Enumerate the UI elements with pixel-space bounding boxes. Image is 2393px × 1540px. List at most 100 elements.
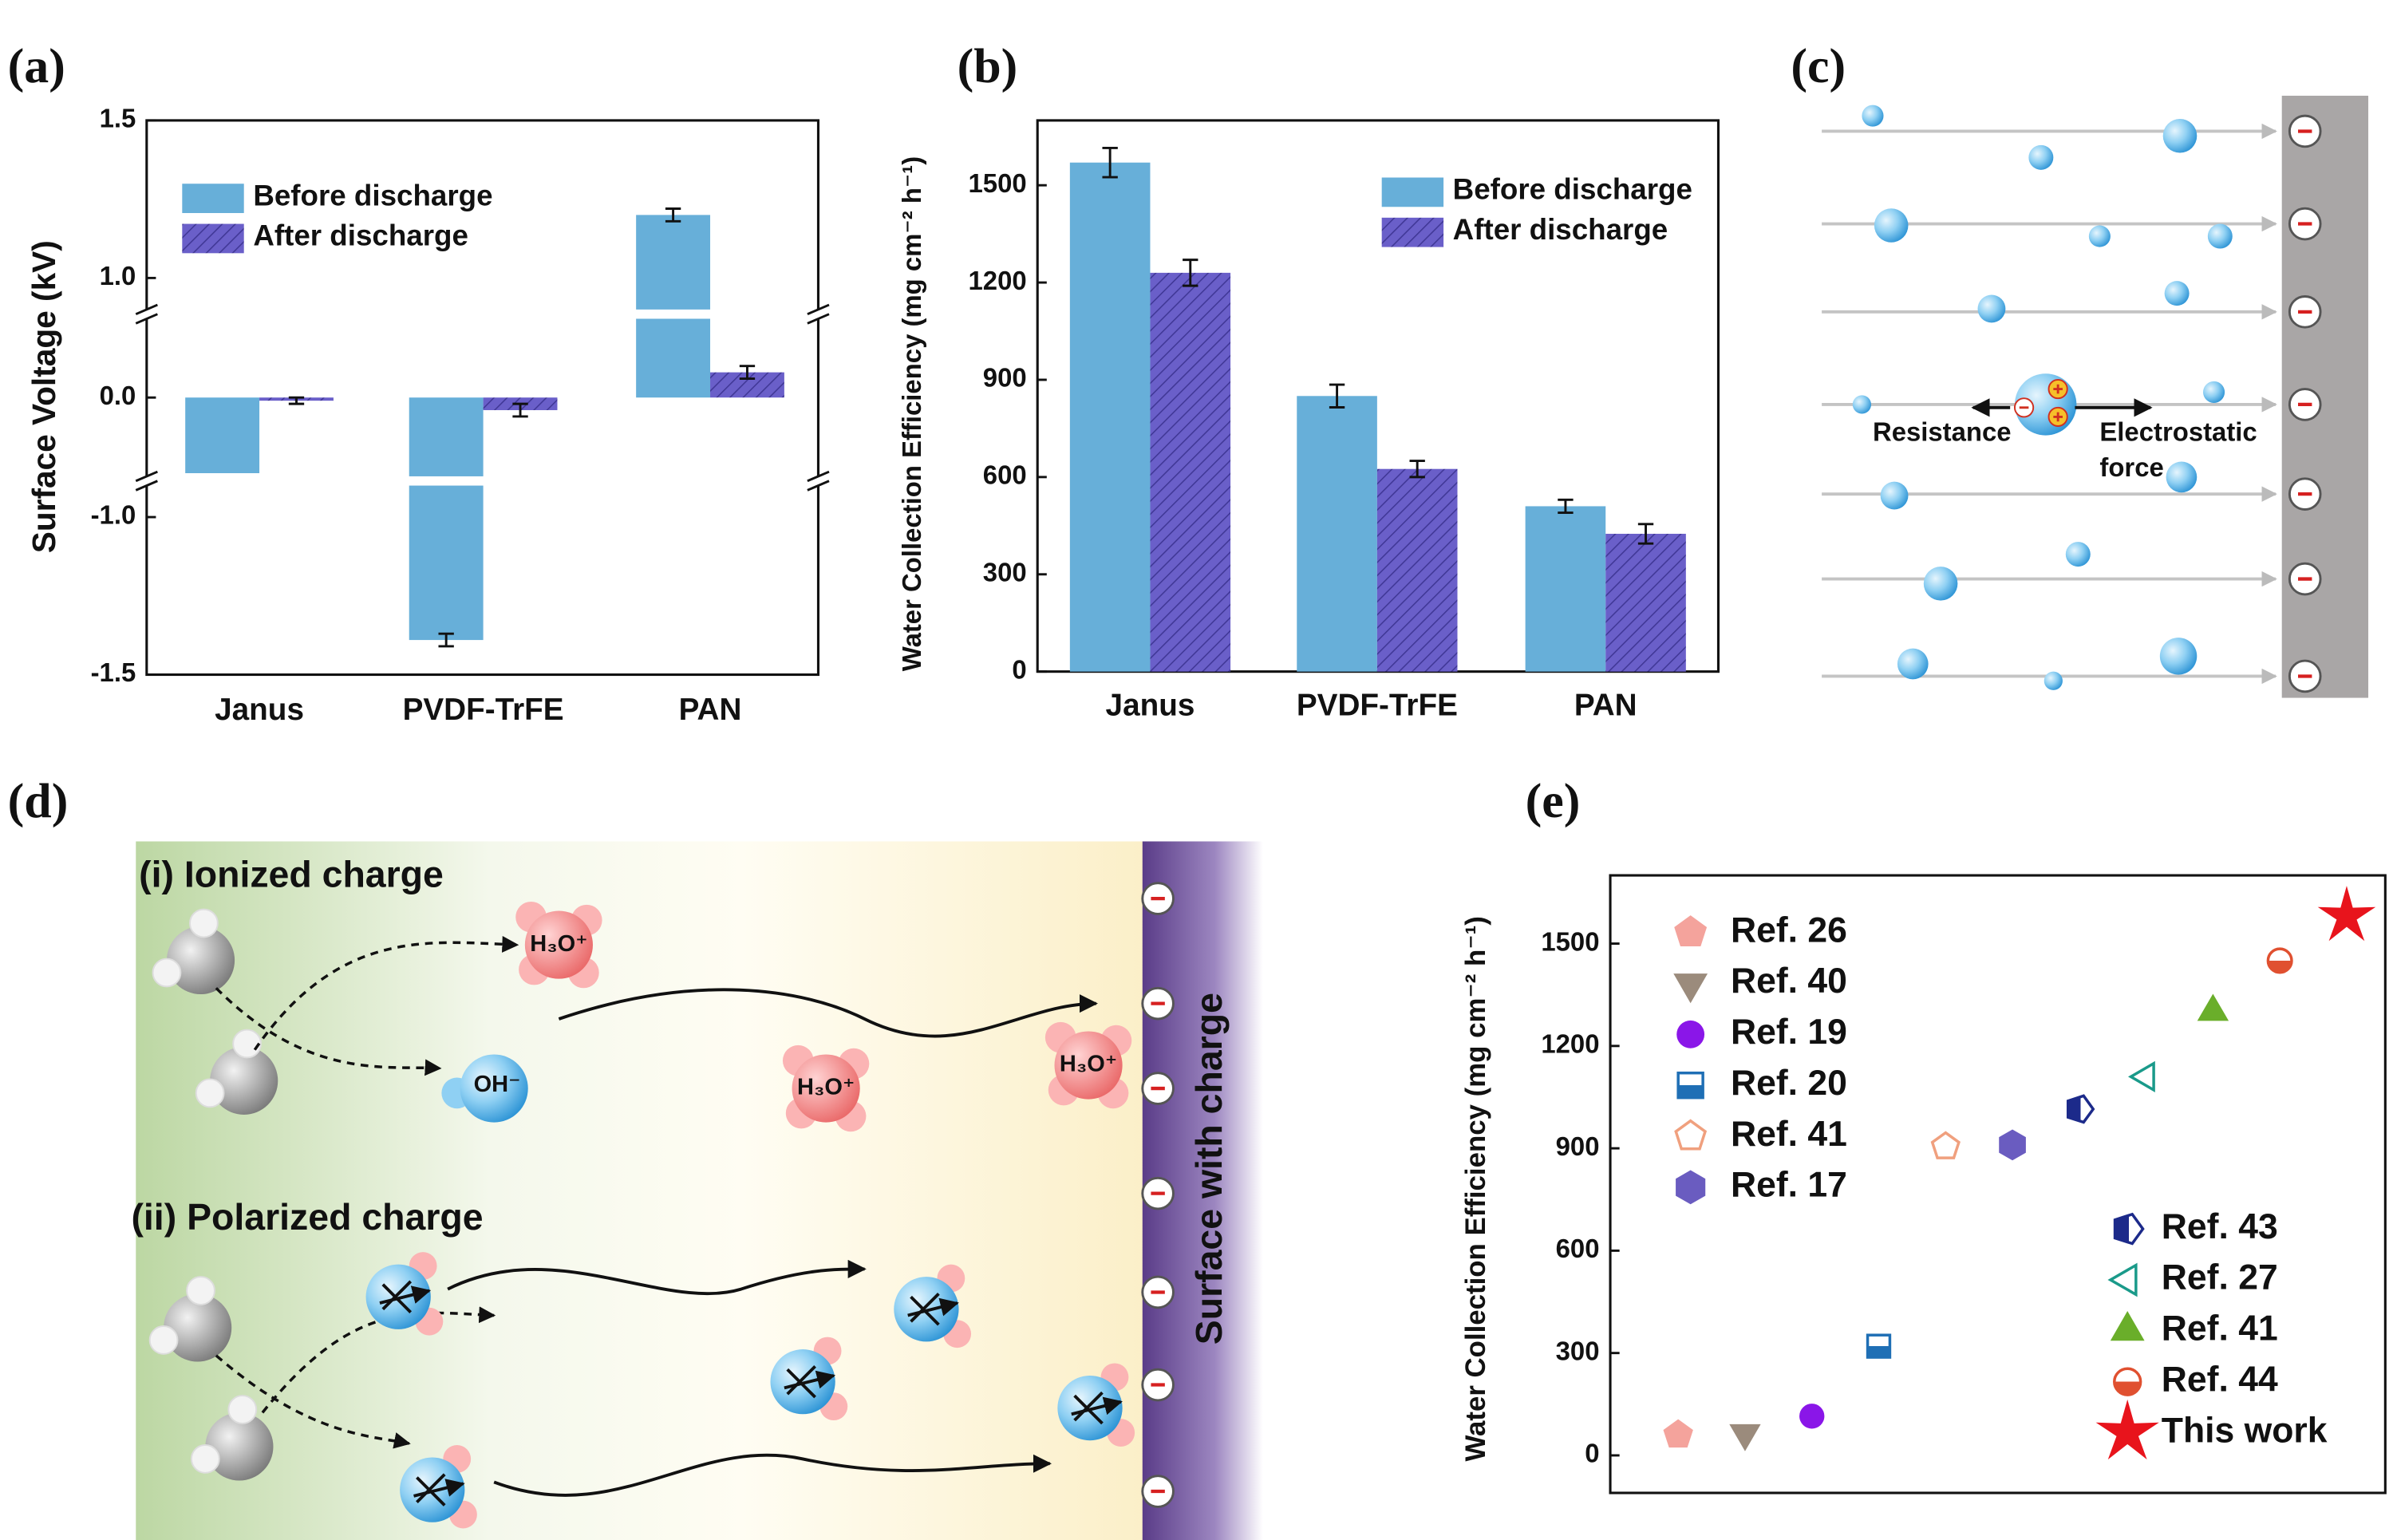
legend-label: This work [2162,1411,2328,1450]
error-bar [1102,147,1118,179]
droplet [2044,671,2063,690]
panel-label: (d) [8,774,69,828]
axis-break-mark [807,480,830,492]
hydronium-ion [524,910,593,979]
panel-label: (e) [1526,774,1581,828]
axis-break-mark [807,303,830,316]
bar [1376,468,1458,672]
plot-frame [1609,874,2387,1495]
hydrogen-atom [186,1276,215,1305]
error-bar [739,365,756,380]
solid-arrow [493,1453,1052,1497]
y-tick-label: 1500 [1541,926,1599,956]
hydronium-ion [792,1054,860,1123]
marker [1676,1020,1705,1048]
legend-swatch [1381,177,1444,207]
panel-label: (b) [958,39,1018,93]
droplet [2065,542,2091,567]
droplet [2207,223,2233,249]
droplet [2159,638,2198,675]
droplet [2164,281,2190,306]
bar [185,397,260,474]
droplet [1923,567,1958,601]
marker [1676,1170,1706,1205]
hydroxide-ion [460,1054,528,1123]
dashed-arrow [215,1354,411,1449]
panel-label: (c) [1791,39,1846,93]
ion-label: H₃O⁺ [1060,1052,1117,1077]
legend-label: Ref. 26 [1731,910,1847,950]
marker [1673,973,1708,1004]
force-label: Electrostatic [2099,417,2257,446]
oxygen-atom [205,1412,274,1481]
y-tick-label: 0 [1012,654,1026,684]
data-point [2127,1060,2155,1093]
legend-label: After discharge [253,219,468,252]
dashed-arrow [215,987,442,1076]
ion-label: H₃O⁺ [530,931,587,957]
marker [2110,1311,2145,1341]
hydrogen-atom [152,958,182,988]
bar [1069,162,1151,672]
error-bar [1558,498,1574,515]
droplet [1880,481,1909,510]
error-bar [512,402,528,418]
legend-label: Before discharge [253,179,492,211]
legend-swatch [182,223,244,254]
y-tick-label: 1200 [969,266,1027,295]
surface-label: Surface with charge [1188,993,1230,1345]
y-tick-label: 900 [983,363,1027,393]
y-tick-label: 300 [1556,1336,1600,1365]
error-bar [1183,259,1198,287]
legend-label: Before discharge [1453,173,1692,206]
data-point [1866,1333,1892,1359]
droplet [2166,461,2198,493]
panel-label: (a) [8,39,65,93]
dashed-arrow [253,935,519,1051]
hydronium-ion [1054,1031,1123,1100]
marker [1674,915,1708,947]
y-tick-label: 1.0 [100,261,136,290]
droplet [1852,395,1872,414]
bar [636,215,711,398]
axis-break-gap [134,309,831,319]
section-title: (i) Ionized charge [139,853,444,894]
ion-label: H₃O⁺ [797,1075,855,1100]
y-tick-label: 300 [983,557,1027,586]
hydrogen-atom [189,908,219,938]
y-axis-label: Surface Voltage (kV) [26,240,62,553]
axis-break-mark [135,313,158,325]
legend-swatch [182,184,244,214]
solid-arrow [558,988,1099,1038]
force-label: Resistance [1873,417,2012,446]
bar [1150,272,1231,672]
data-point [2317,886,2376,942]
dipole-arrow [784,1370,836,1390]
axis-break-mark [135,480,158,492]
ion-label: OH⁻ [474,1072,521,1097]
y-tick-label: 1.5 [100,104,136,133]
droplet [1862,105,1884,127]
legend-swatch [1381,217,1444,247]
dipole-arrow [907,1297,959,1317]
axis-break-mark [807,470,830,483]
axis-break-gap [134,476,831,486]
data-point [2266,947,2293,974]
droplet [1874,208,1909,243]
dipole-arrow [413,1479,465,1498]
y-tick-label: 0.0 [100,381,136,410]
oxygen-atom [166,926,235,995]
marker [2095,1399,2159,1460]
y-tick-label: 600 [1556,1234,1600,1263]
hydrogen-atom [232,1029,262,1059]
bar [1297,396,1377,672]
oxygen-atom [164,1293,232,1362]
hydrogen-atom [190,1444,220,1474]
error-bar [665,207,681,223]
force-label: force [2099,452,2163,482]
legend-label: Ref. 41 [2162,1309,2278,1348]
droplet [1897,648,1929,680]
dipole-arrow [1071,1396,1123,1416]
y-tick-label: -1.5 [91,657,136,687]
droplet [2162,118,2198,153]
